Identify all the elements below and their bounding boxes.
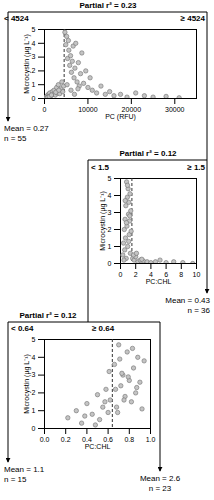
svg-text:4: 4 (32, 354, 36, 361)
svg-text:n = 55: n = 55 (4, 134, 27, 143)
svg-text:0.8: 0.8 (124, 436, 134, 443)
svg-text:3: 3 (108, 209, 112, 216)
svg-text:5: 5 (32, 26, 36, 33)
svg-text:PC:CHL: PC:CHL (85, 443, 111, 450)
svg-text:Partial r² = 0.12: Partial r² = 0.12 (119, 149, 177, 158)
svg-text:n = 15: n = 15 (4, 475, 27, 484)
svg-text:1: 1 (32, 407, 36, 414)
svg-text:Microcystin (µg L⁻¹): Microcystin (µg L⁻¹) (23, 354, 31, 414)
svg-text:PC (RFU): PC (RFU) (105, 113, 136, 121)
svg-text:20000: 20000 (121, 106, 142, 114)
svg-text:Mean = 0.43: Mean = 0.43 (165, 296, 210, 305)
svg-text:0: 0 (32, 95, 36, 102)
svg-text:8: 8 (179, 271, 183, 278)
svg-text:< 4524: < 4524 (4, 14, 29, 23)
svg-text:4: 4 (108, 192, 112, 199)
svg-text:0.6: 0.6 (103, 436, 113, 444)
svg-text:Mean = 2.6: Mean = 2.6 (140, 474, 181, 483)
svg-text:< 1.5: < 1.5 (91, 163, 110, 172)
svg-text:2: 2 (134, 271, 138, 278)
svg-text:Mean = 0.27: Mean = 0.27 (4, 124, 49, 133)
svg-text:0.4: 0.4 (82, 436, 92, 444)
svg-text:0: 0 (108, 260, 112, 267)
svg-text:2: 2 (32, 67, 36, 74)
svg-text:Partial r² = 0.23: Partial r² = 0.23 (79, 1, 137, 10)
svg-text:2: 2 (32, 389, 36, 396)
svg-text:3: 3 (32, 371, 36, 378)
svg-text:0: 0 (119, 271, 123, 278)
svg-text:≥ 1.5: ≥ 1.5 (187, 163, 205, 172)
svg-text:4: 4 (32, 40, 36, 47)
svg-text:5: 5 (108, 175, 112, 182)
svg-text:0.2: 0.2 (61, 436, 71, 443)
svg-text:5: 5 (32, 336, 36, 343)
svg-text:10000: 10000 (78, 106, 98, 113)
svg-text:≥ 0.64: ≥ 0.64 (92, 324, 115, 333)
svg-text:n = 23: n = 23 (149, 484, 172, 493)
svg-text:< 0.64: < 0.64 (11, 324, 34, 333)
svg-text:Microcystin (µg L⁻¹): Microcystin (µg L⁻¹) (23, 34, 31, 94)
svg-text:0: 0 (43, 106, 47, 113)
svg-text:Mean = 1.1: Mean = 1.1 (4, 465, 45, 474)
svg-text:0.0: 0.0 (40, 436, 50, 443)
svg-text:≥ 4524: ≥ 4524 (181, 14, 206, 23)
svg-text:10: 10 (193, 271, 201, 278)
svg-text:1: 1 (108, 243, 112, 250)
svg-text:Microcystin (µg L⁻¹): Microcystin (µg L⁻¹) (99, 191, 107, 251)
svg-text:0: 0 (32, 425, 36, 432)
svg-text:1: 1 (32, 81, 36, 88)
svg-text:1.0: 1.0 (146, 436, 156, 443)
svg-text:Partial r² = 0.12: Partial r² = 0.12 (19, 311, 77, 320)
svg-text:4: 4 (148, 271, 153, 279)
svg-text:n = 36: n = 36 (188, 306, 211, 315)
svg-text:6: 6 (164, 271, 169, 279)
svg-text:PC:CHL: PC:CHL (146, 278, 172, 285)
svg-text:2: 2 (108, 226, 112, 233)
svg-text:30000: 30000 (165, 106, 185, 113)
svg-text:3: 3 (32, 53, 36, 60)
